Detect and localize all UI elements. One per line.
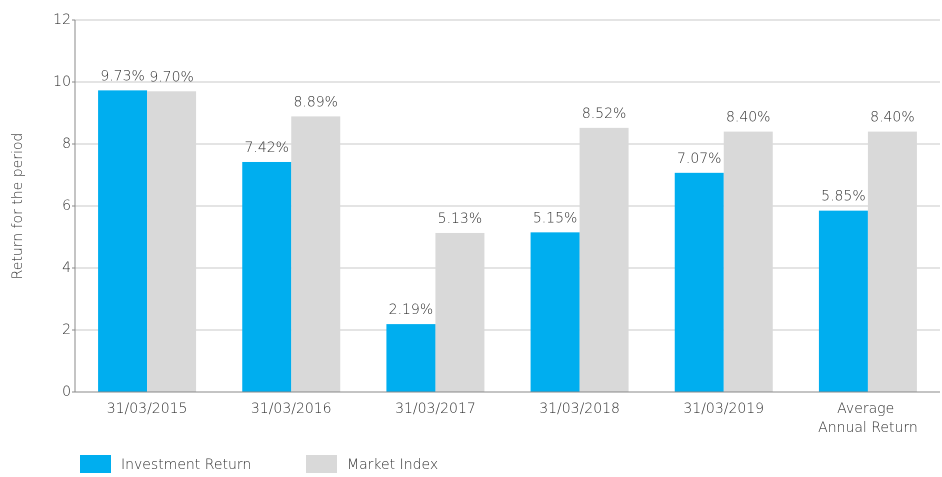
x-tick-label: 31/03/2016: [251, 401, 332, 417]
bar: [674, 172, 724, 392]
value-label: 7.07%: [677, 151, 721, 167]
value-label: 9.70%: [149, 69, 193, 85]
y-tick-label: 0: [62, 384, 71, 400]
bar: [242, 161, 292, 392]
value-label: 5.85%: [821, 189, 865, 205]
x-tick-label: 31/03/2019: [683, 401, 764, 417]
x-tick-label: 31/03/2017: [395, 401, 476, 417]
value-label: 5.13%: [438, 211, 482, 227]
bar: [147, 91, 197, 393]
bar: [723, 131, 773, 392]
bar: [579, 127, 629, 392]
value-label: 5.15%: [533, 210, 577, 226]
bar: [291, 116, 341, 392]
y-tick-label: 6: [62, 198, 71, 214]
value-label: 8.40%: [726, 110, 770, 126]
x-tick-label: Average Annual Return: [818, 401, 918, 436]
y-tick-label: 4: [62, 260, 71, 276]
value-label: 8.40%: [870, 110, 914, 126]
bar: [386, 324, 436, 392]
y-tick-label: 2: [62, 322, 71, 338]
legend-label: Market Index: [347, 457, 438, 473]
legend-swatch: [80, 455, 111, 473]
x-tick-label: 31/03/2018: [539, 401, 620, 417]
bar: [435, 232, 485, 392]
bar: [818, 210, 868, 392]
legend-label: Investment Return: [121, 457, 251, 473]
y-axis-label: Return for the period: [10, 133, 26, 280]
value-label: 8.52%: [582, 106, 626, 122]
y-tick-label: 8: [62, 136, 71, 152]
value-label: 9.73%: [100, 68, 144, 84]
bar: [867, 131, 917, 392]
y-tick-label: 10: [53, 74, 71, 90]
bar: [98, 90, 148, 393]
y-tick-label: 12: [53, 12, 71, 28]
value-label: 8.89%: [294, 94, 338, 110]
x-tick-label: 31/03/2015: [107, 401, 188, 417]
value-label: 2.19%: [389, 302, 433, 318]
legend-swatch: [306, 455, 337, 473]
value-label: 7.42%: [245, 140, 289, 156]
bar: [530, 232, 580, 392]
